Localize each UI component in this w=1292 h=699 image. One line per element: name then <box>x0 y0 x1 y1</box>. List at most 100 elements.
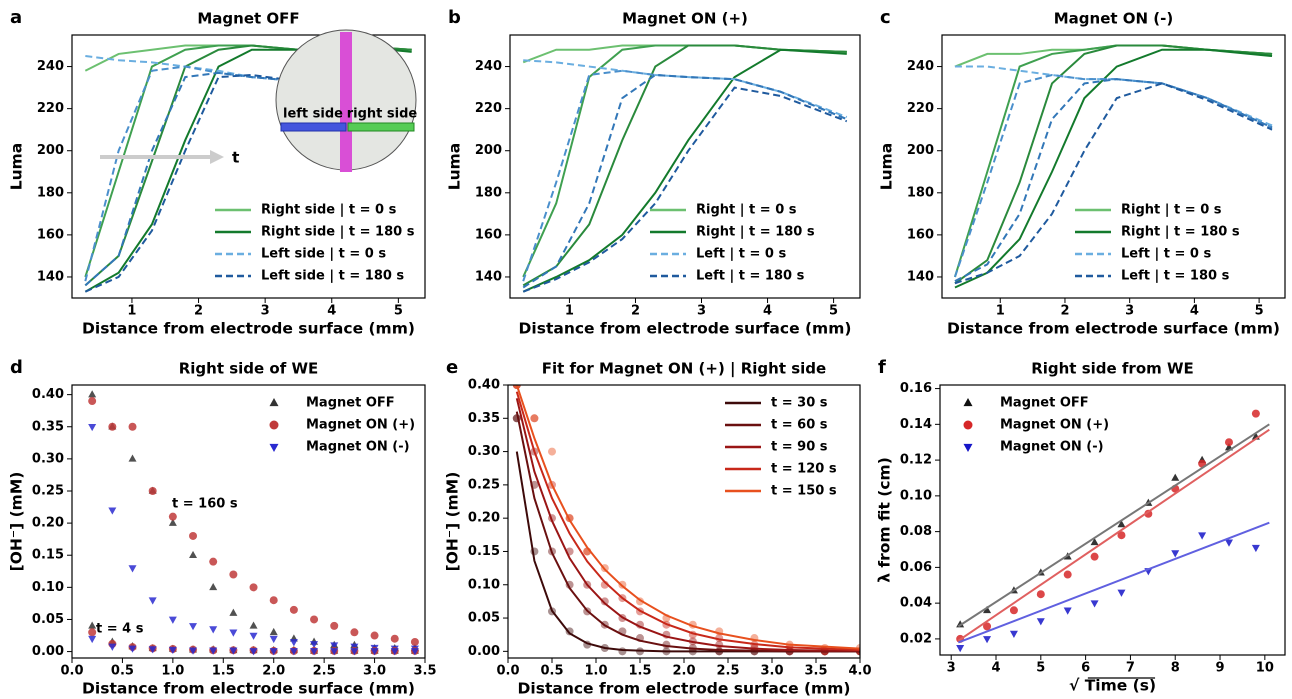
point <box>88 628 97 637</box>
inset-label: right side <box>347 107 418 122</box>
legend-label: Magnet ON (-) <box>1000 440 1104 455</box>
x-tick-label: 0.0 <box>60 664 83 679</box>
point <box>189 623 198 631</box>
y-tick-label: 0.15 <box>468 544 500 559</box>
point <box>108 507 117 515</box>
point <box>209 582 218 591</box>
point <box>1144 509 1153 518</box>
point <box>1198 532 1207 540</box>
point <box>956 645 965 653</box>
x-axis-label: Distance from electrode surface (mm) <box>518 680 851 698</box>
point <box>88 423 97 432</box>
legend-label: Magnet ON (+) <box>306 418 415 433</box>
x-tick-label: 1.5 <box>628 664 651 679</box>
y-tick-label: 160 <box>907 227 934 242</box>
point <box>88 397 97 406</box>
y-tick-label: 0.14 <box>900 417 932 432</box>
point <box>600 597 609 606</box>
y-axis-label: [OH⁻] (mM) <box>444 472 462 572</box>
legend-label: Left side | t = 180 s <box>261 269 404 284</box>
y-tick-label: 240 <box>475 59 502 74</box>
y-tick-label: 160 <box>37 227 64 242</box>
y-tick-label: 160 <box>475 227 502 242</box>
point <box>128 645 137 653</box>
x-tick-label: 4 <box>1190 304 1199 319</box>
point <box>350 628 359 637</box>
fit-line <box>957 428 1270 642</box>
chart-title: Magnet ON (+) <box>622 10 748 28</box>
legend-label: Left side | t = 0 s <box>261 247 386 262</box>
point <box>390 648 399 656</box>
point <box>189 550 198 559</box>
y-axis-label: Luma <box>446 143 464 191</box>
y-tick-label: 0.16 <box>900 381 932 396</box>
point <box>229 570 238 579</box>
series-line <box>522 86 848 293</box>
axes-frame <box>71 34 426 299</box>
inset-electrode <box>340 32 352 172</box>
y-axis-label: Luma <box>8 143 26 191</box>
y-tick-label: 0.04 <box>900 596 932 611</box>
legend-label: Magnet OFF <box>306 396 395 411</box>
point <box>1063 570 1072 579</box>
point <box>1009 606 1018 615</box>
plot-area <box>512 385 860 656</box>
y-tick-label: 220 <box>907 101 934 116</box>
y-tick-label: 0.35 <box>468 411 500 426</box>
point <box>1090 600 1099 608</box>
x-tick-label: 1 <box>565 304 574 319</box>
point <box>168 616 177 624</box>
x-tick-label: 8 <box>1171 661 1180 676</box>
point <box>88 621 97 629</box>
point <box>189 531 198 540</box>
y-tick-label: 0.00 <box>468 644 500 659</box>
y-tick-label: 0.40 <box>468 378 500 393</box>
time-label: t <box>232 149 240 167</box>
axes-frame <box>939 384 1286 656</box>
x-tick-label: 3.0 <box>363 664 386 679</box>
axes-frame <box>941 34 1286 299</box>
y-tick-label: 0.05 <box>32 612 64 627</box>
y-tick-label: 0.12 <box>900 453 932 468</box>
y-tick-label: 0.10 <box>900 488 932 503</box>
legend-label: Magnet ON (-) <box>306 440 410 455</box>
x-tick-label: 3 <box>1125 304 1134 319</box>
fit-line <box>515 398 860 652</box>
y-tick-label: 0.15 <box>32 548 64 563</box>
x-tick-label: 5 <box>829 304 838 319</box>
plot-area <box>522 44 848 293</box>
y-tick-label: 0.25 <box>468 477 500 492</box>
point <box>310 615 319 624</box>
x-tick-label: 3.0 <box>760 664 783 679</box>
panel: f Right side from WE √ Time (s) λ from fit … <box>876 357 1286 695</box>
y-tick-label: 0.20 <box>468 511 500 526</box>
chart-title: Magnet OFF <box>197 10 299 28</box>
legend-label: Right | t = 0 s <box>696 203 797 218</box>
series-line <box>522 44 847 278</box>
y-tick-label: 0.25 <box>32 483 64 498</box>
point <box>168 518 177 526</box>
point <box>1117 589 1126 597</box>
x-tick-label: 4.0 <box>848 664 871 679</box>
panel: e Fit for Magnet ON (+) | Right side Dista… <box>444 357 872 698</box>
point <box>108 422 117 431</box>
x-tick-label: 4 <box>991 661 1000 676</box>
point <box>390 634 399 643</box>
point <box>209 557 218 566</box>
legend-label: Magnet OFF <box>1000 396 1089 411</box>
point <box>88 635 97 644</box>
point <box>269 648 278 656</box>
fit-line <box>958 521 1270 644</box>
y-axis-label: λ from fit (cm) <box>876 457 894 583</box>
legend-marker <box>963 420 973 430</box>
point <box>249 648 258 656</box>
point <box>269 596 278 605</box>
axes-frame <box>507 384 861 659</box>
point <box>229 647 238 655</box>
legend-marker <box>963 398 973 407</box>
point <box>168 646 177 655</box>
point <box>618 647 627 656</box>
x-tick-label: 1.5 <box>212 664 235 679</box>
point <box>289 605 298 614</box>
